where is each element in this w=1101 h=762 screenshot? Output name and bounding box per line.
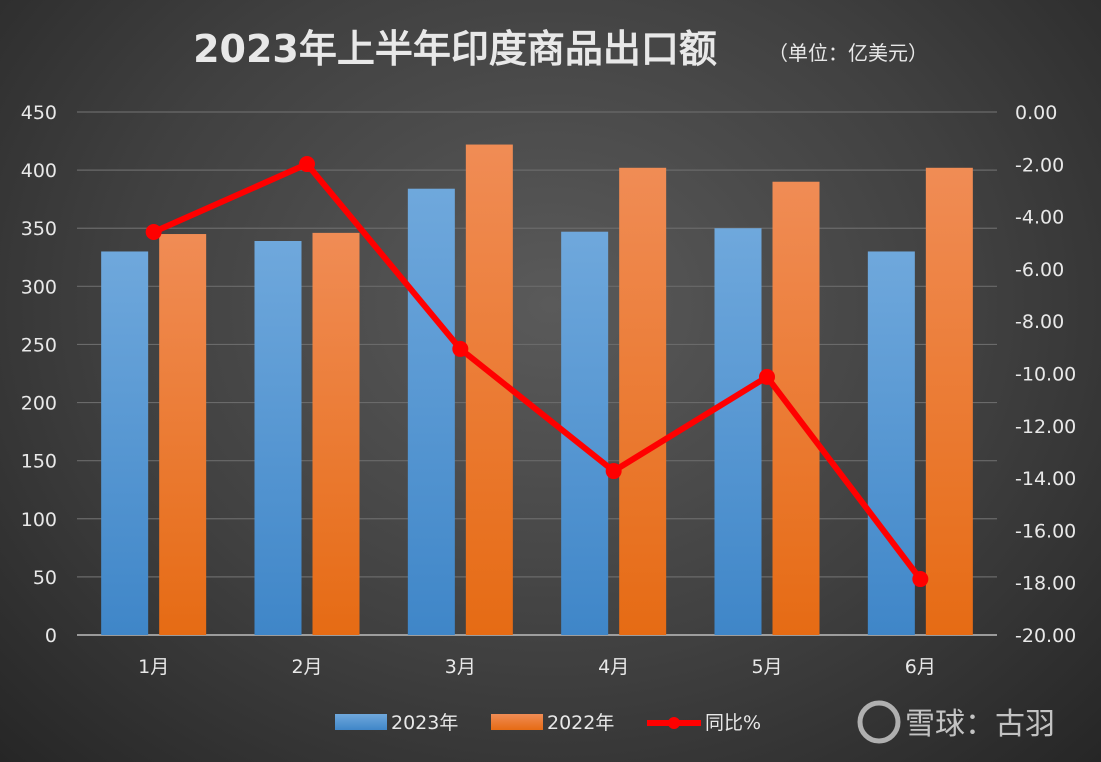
right-axis-tick-label: -18.00	[1015, 573, 1076, 595]
right-axis-tick-label: -6.00	[1015, 259, 1064, 281]
left-axis-tick-label: 50	[33, 567, 57, 589]
right-axis-tick-label: -14.00	[1015, 468, 1076, 490]
line-yoy	[152, 161, 923, 581]
point-yoy	[912, 571, 929, 588]
watermark-logo-icon	[857, 700, 901, 744]
bar-2022年	[159, 234, 207, 636]
right-axis-tick-label: -20.00	[1015, 625, 1076, 647]
chart-subtitle: （单位：亿美元）	[768, 41, 928, 65]
legend: 2023年 2022年 同比%	[335, 712, 761, 734]
point-yoy	[605, 463, 622, 480]
x-axis-tick-label: 5月	[751, 656, 782, 678]
bar-2023年	[407, 188, 455, 635]
legend-swatch-2022	[491, 714, 543, 730]
x-axis-tick-label: 4月	[598, 656, 629, 678]
legend-label-yoy: 同比%	[705, 712, 761, 734]
bar-2023年	[101, 251, 149, 635]
right-axis-tick-label: -10.00	[1015, 364, 1076, 386]
legend-marker-yoy	[668, 717, 680, 729]
point-yoy	[759, 368, 775, 385]
right-axis-tick-label: -8.00	[1015, 311, 1064, 333]
point-yoy	[145, 224, 162, 241]
left-axis-tick-label: 200	[21, 393, 57, 415]
x-axis-tick-label: 3月	[445, 656, 476, 678]
bar-2022年	[772, 181, 820, 635]
chart-title: 2023年上半年印度商品出口额	[193, 27, 717, 71]
x-axis-tick-label: 2月	[291, 656, 322, 678]
x-axis-tick-label: 6月	[905, 656, 936, 678]
legend-swatch-2023	[335, 714, 387, 730]
watermark-text: 雪球：古羽	[905, 707, 1055, 742]
right-axis-tick-label: 0.00	[1015, 102, 1057, 124]
bar-2023年	[254, 241, 302, 636]
left-axis-tick-label: 450	[21, 102, 57, 124]
bar-2022年	[619, 167, 667, 635]
bar-2022年	[312, 232, 360, 636]
right-axis-tick-label: -16.00	[1015, 520, 1076, 542]
left-axis-tick-label: 400	[21, 160, 57, 182]
bar-2022年	[465, 144, 513, 635]
bar-2023年	[714, 228, 762, 635]
legend-label-2023: 2023年	[391, 712, 458, 734]
legend-label-2022: 2022年	[547, 712, 614, 734]
right-axis-tick-label: -12.00	[1015, 416, 1076, 438]
watermark: 雪球：古羽	[857, 700, 1055, 744]
left-axis-tick-label: 250	[21, 334, 57, 356]
right-axis-tick-label: -4.00	[1015, 207, 1064, 229]
left-axis-tick-label: 350	[21, 218, 57, 240]
right-axis-tick-label: -2.00	[1015, 154, 1064, 176]
left-axis-tick-label: 150	[21, 451, 57, 473]
x-axis-tick-label: 1月	[138, 656, 169, 678]
left-axis-tick-label: 100	[21, 509, 57, 531]
left-axis-tick-label: 0	[45, 625, 57, 647]
bar-2022年	[925, 167, 973, 635]
bar-2023年	[867, 251, 915, 635]
left-axis-tick-label: 300	[21, 276, 57, 298]
point-yoy	[299, 156, 315, 173]
point-yoy	[452, 340, 469, 357]
